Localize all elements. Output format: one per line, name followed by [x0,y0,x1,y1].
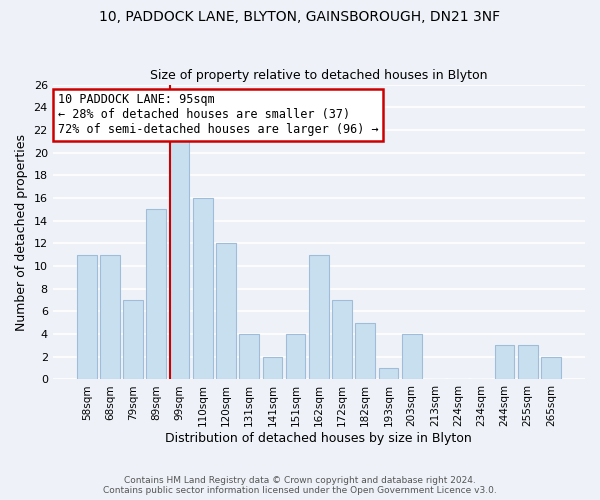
Bar [77,254,97,380]
Bar [239,334,259,380]
Bar [146,210,166,380]
Bar [123,300,143,380]
Text: 10 PADDOCK LANE: 95sqm
← 28% of detached houses are smaller (37)
72% of semi-det: 10 PADDOCK LANE: 95sqm ← 28% of detached… [58,94,379,136]
X-axis label: Distribution of detached houses by size in Blyton: Distribution of detached houses by size … [166,432,472,445]
Bar [355,322,375,380]
Bar [494,346,514,380]
Bar [379,368,398,380]
Bar [100,254,120,380]
Bar [170,118,190,380]
Bar [309,254,329,380]
Bar [193,198,212,380]
Title: Size of property relative to detached houses in Blyton: Size of property relative to detached ho… [150,69,488,82]
Bar [216,244,236,380]
Bar [402,334,422,380]
Bar [518,346,538,380]
Y-axis label: Number of detached properties: Number of detached properties [15,134,28,330]
Text: Contains HM Land Registry data © Crown copyright and database right 2024.
Contai: Contains HM Land Registry data © Crown c… [103,476,497,495]
Text: 10, PADDOCK LANE, BLYTON, GAINSBOROUGH, DN21 3NF: 10, PADDOCK LANE, BLYTON, GAINSBOROUGH, … [100,10,500,24]
Bar [541,357,561,380]
Bar [286,334,305,380]
Bar [332,300,352,380]
Bar [263,357,282,380]
